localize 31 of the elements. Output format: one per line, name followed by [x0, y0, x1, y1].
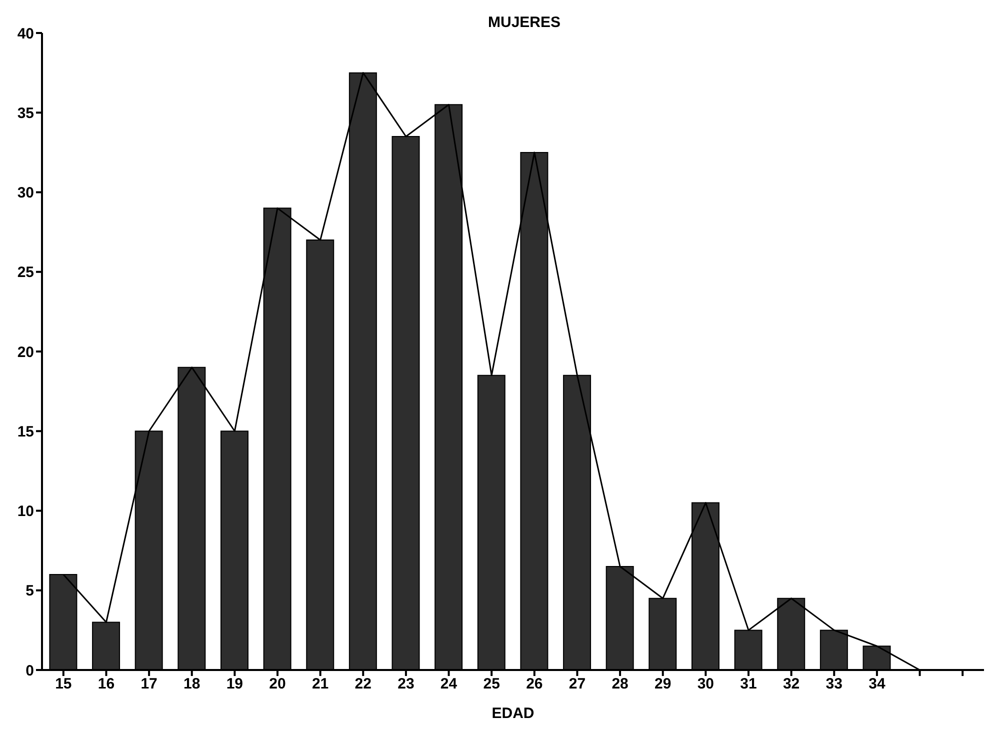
y-tick-label: 35 [17, 104, 34, 122]
x-tick-label: 29 [654, 676, 672, 693]
y-tick-label: 30 [17, 184, 34, 202]
x-axis-title: EDAD [492, 705, 534, 722]
y-tick-label: 0 [26, 662, 34, 680]
y-tick-label: 15 [17, 423, 34, 440]
y-tick-label: 10 [17, 503, 34, 520]
x-tick-label: 28 [612, 676, 628, 693]
y-tick-label: 20 [17, 344, 34, 361]
x-tick-label: 19 [226, 676, 244, 693]
x-tick-label: 31 [740, 676, 757, 693]
x-tick-label: 32 [782, 676, 800, 693]
y-tick-label: 40 [17, 25, 34, 42]
x-tick-label: 25 [483, 676, 500, 693]
y-tick-label: 25 [17, 264, 34, 282]
x-tick-label: 22 [354, 676, 372, 693]
x-tick-label: 26 [526, 676, 543, 693]
x-tick-label: 27 [568, 676, 586, 693]
x-tick-label: 30 [697, 676, 714, 693]
x-tick-label: 17 [140, 676, 158, 693]
x-tick-label: 15 [55, 676, 72, 693]
x-tick-label: 20 [269, 676, 286, 693]
x-tick-label: 18 [184, 676, 200, 693]
x-tick-label: 34 [868, 676, 886, 693]
x-tick-label: 21 [312, 676, 329, 693]
x-tick-label: 24 [440, 676, 458, 693]
x-tick-label: 16 [98, 676, 115, 693]
x-tick-label: 23 [398, 676, 414, 693]
chart-title: MUJERES [488, 14, 561, 31]
x-tick-label: 33 [826, 676, 842, 693]
y-tick-label: 5 [26, 582, 34, 600]
